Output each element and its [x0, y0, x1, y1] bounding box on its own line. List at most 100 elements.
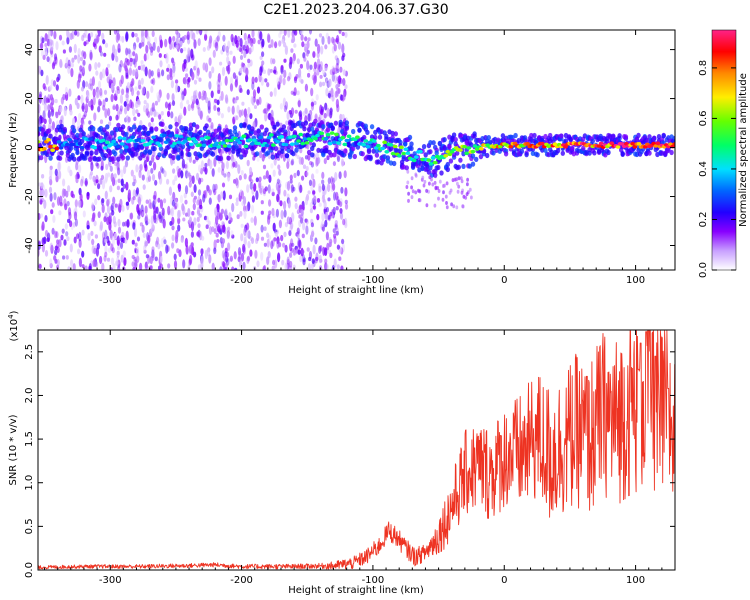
- noise-speckle: [41, 242, 46, 253]
- noise-speckle: [49, 165, 53, 170]
- noise-speckle: [101, 32, 105, 41]
- noise-speckle: [124, 106, 128, 115]
- noise-speckle: [239, 67, 243, 74]
- noise-speckle: [119, 79, 123, 87]
- noise-speckle: [241, 101, 245, 106]
- ridge-core: [271, 143, 276, 147]
- noise-speckle: [230, 33, 234, 43]
- ridge-core: [256, 141, 262, 146]
- ridge-halo: [428, 149, 433, 155]
- noise-speckle: [255, 238, 259, 244]
- ridge-halo: [133, 151, 138, 157]
- ridge-halo: [456, 164, 461, 170]
- noise-speckle: [320, 220, 324, 228]
- noise-speckle: [151, 102, 155, 112]
- noise-speckle: [43, 95, 47, 105]
- noise-speckle: [325, 206, 329, 213]
- noise-speckle: [190, 30, 194, 40]
- noise-speckle: [65, 156, 69, 163]
- noise-speckle: [64, 86, 68, 96]
- ridge-core: [193, 140, 199, 144]
- noise-speckle: [202, 62, 206, 71]
- noise-speckle: [136, 236, 141, 242]
- noise-speckle: [134, 53, 138, 63]
- ridge-halo: [344, 120, 350, 126]
- noise-speckle: [305, 171, 309, 177]
- noise-speckle: [160, 237, 164, 248]
- noise-speckle: [226, 56, 230, 64]
- ridge-core: [325, 132, 331, 137]
- ridge-core: [128, 138, 133, 142]
- noise-speckle: [59, 195, 63, 205]
- noise-speckle: [165, 52, 169, 60]
- noise-speckle: [249, 249, 253, 257]
- noise-speckle: [94, 261, 99, 268]
- noise-speckle: [219, 213, 223, 220]
- spectrogram-plot-frame: [37, 29, 676, 271]
- noise-speckle: [53, 230, 58, 239]
- noise-speckle: [299, 147, 303, 154]
- x-tick-label: 100: [626, 275, 645, 286]
- ridge-halo: [78, 127, 83, 133]
- ridge-halo: [448, 158, 454, 164]
- branch-speckle: [418, 198, 422, 203]
- branch-speckle: [428, 175, 432, 180]
- noise-speckle: [277, 252, 281, 263]
- noise-speckle: [204, 62, 209, 73]
- noise-speckle: [171, 93, 175, 102]
- noise-speckle: [243, 239, 247, 245]
- noise-speckle: [239, 210, 243, 217]
- noise-speckle: [308, 179, 313, 186]
- noise-speckle: [205, 96, 209, 104]
- ridge-core: [323, 137, 329, 141]
- noise-speckle: [132, 222, 136, 230]
- noise-speckle: [261, 38, 265, 48]
- noise-speckle: [157, 243, 161, 250]
- noise-speckle: [114, 165, 118, 171]
- ridge-halo: [72, 128, 77, 134]
- noise-speckle: [48, 186, 53, 194]
- noise-speckle: [192, 94, 196, 100]
- noise-speckle: [321, 35, 325, 45]
- noise-speckle: [211, 262, 215, 270]
- noise-speckle: [132, 51, 136, 57]
- noise-speckle: [174, 175, 178, 182]
- ridge-core: [111, 139, 117, 144]
- noise-speckle: [182, 217, 186, 222]
- noise-speckle: [48, 117, 52, 125]
- ridge-core: [201, 143, 207, 148]
- noise-speckle: [302, 258, 306, 266]
- ridge-halo: [264, 127, 269, 133]
- noise-speckle: [176, 248, 180, 254]
- ridge-halo: [210, 151, 216, 157]
- branch-speckle: [407, 198, 410, 203]
- ridge-halo: [105, 131, 110, 137]
- noise-speckle: [59, 119, 63, 125]
- noise-speckle: [303, 56, 307, 62]
- noise-speckle: [282, 77, 286, 86]
- noise-speckle: [288, 72, 292, 80]
- noise-speckle: [54, 98, 58, 104]
- noise-speckle: [307, 72, 311, 78]
- noise-speckle: [41, 221, 45, 231]
- noise-speckle: [267, 214, 271, 220]
- noise-speckle: [82, 114, 86, 120]
- noise-speckle: [133, 116, 137, 122]
- noise-speckle: [101, 262, 105, 270]
- noise-speckle: [268, 199, 272, 207]
- ridge-core: [418, 149, 423, 154]
- noise-speckle: [344, 84, 348, 90]
- noise-speckle: [191, 175, 195, 184]
- noise-speckle: [292, 264, 296, 270]
- ridge-halo: [434, 150, 439, 156]
- noise-speckle: [195, 72, 199, 80]
- noise-speckle: [198, 213, 202, 218]
- colorbar: 0.00.20.40.60.8 Normalized spectral ampl…: [698, 29, 749, 278]
- noise-speckle: [106, 199, 110, 207]
- noise-speckle: [245, 74, 249, 83]
- noise-speckle: [247, 63, 251, 68]
- branch-speckle: [410, 195, 414, 200]
- noise-speckle: [130, 101, 134, 109]
- noise-speckle: [92, 88, 96, 98]
- noise-speckle: [304, 170, 308, 178]
